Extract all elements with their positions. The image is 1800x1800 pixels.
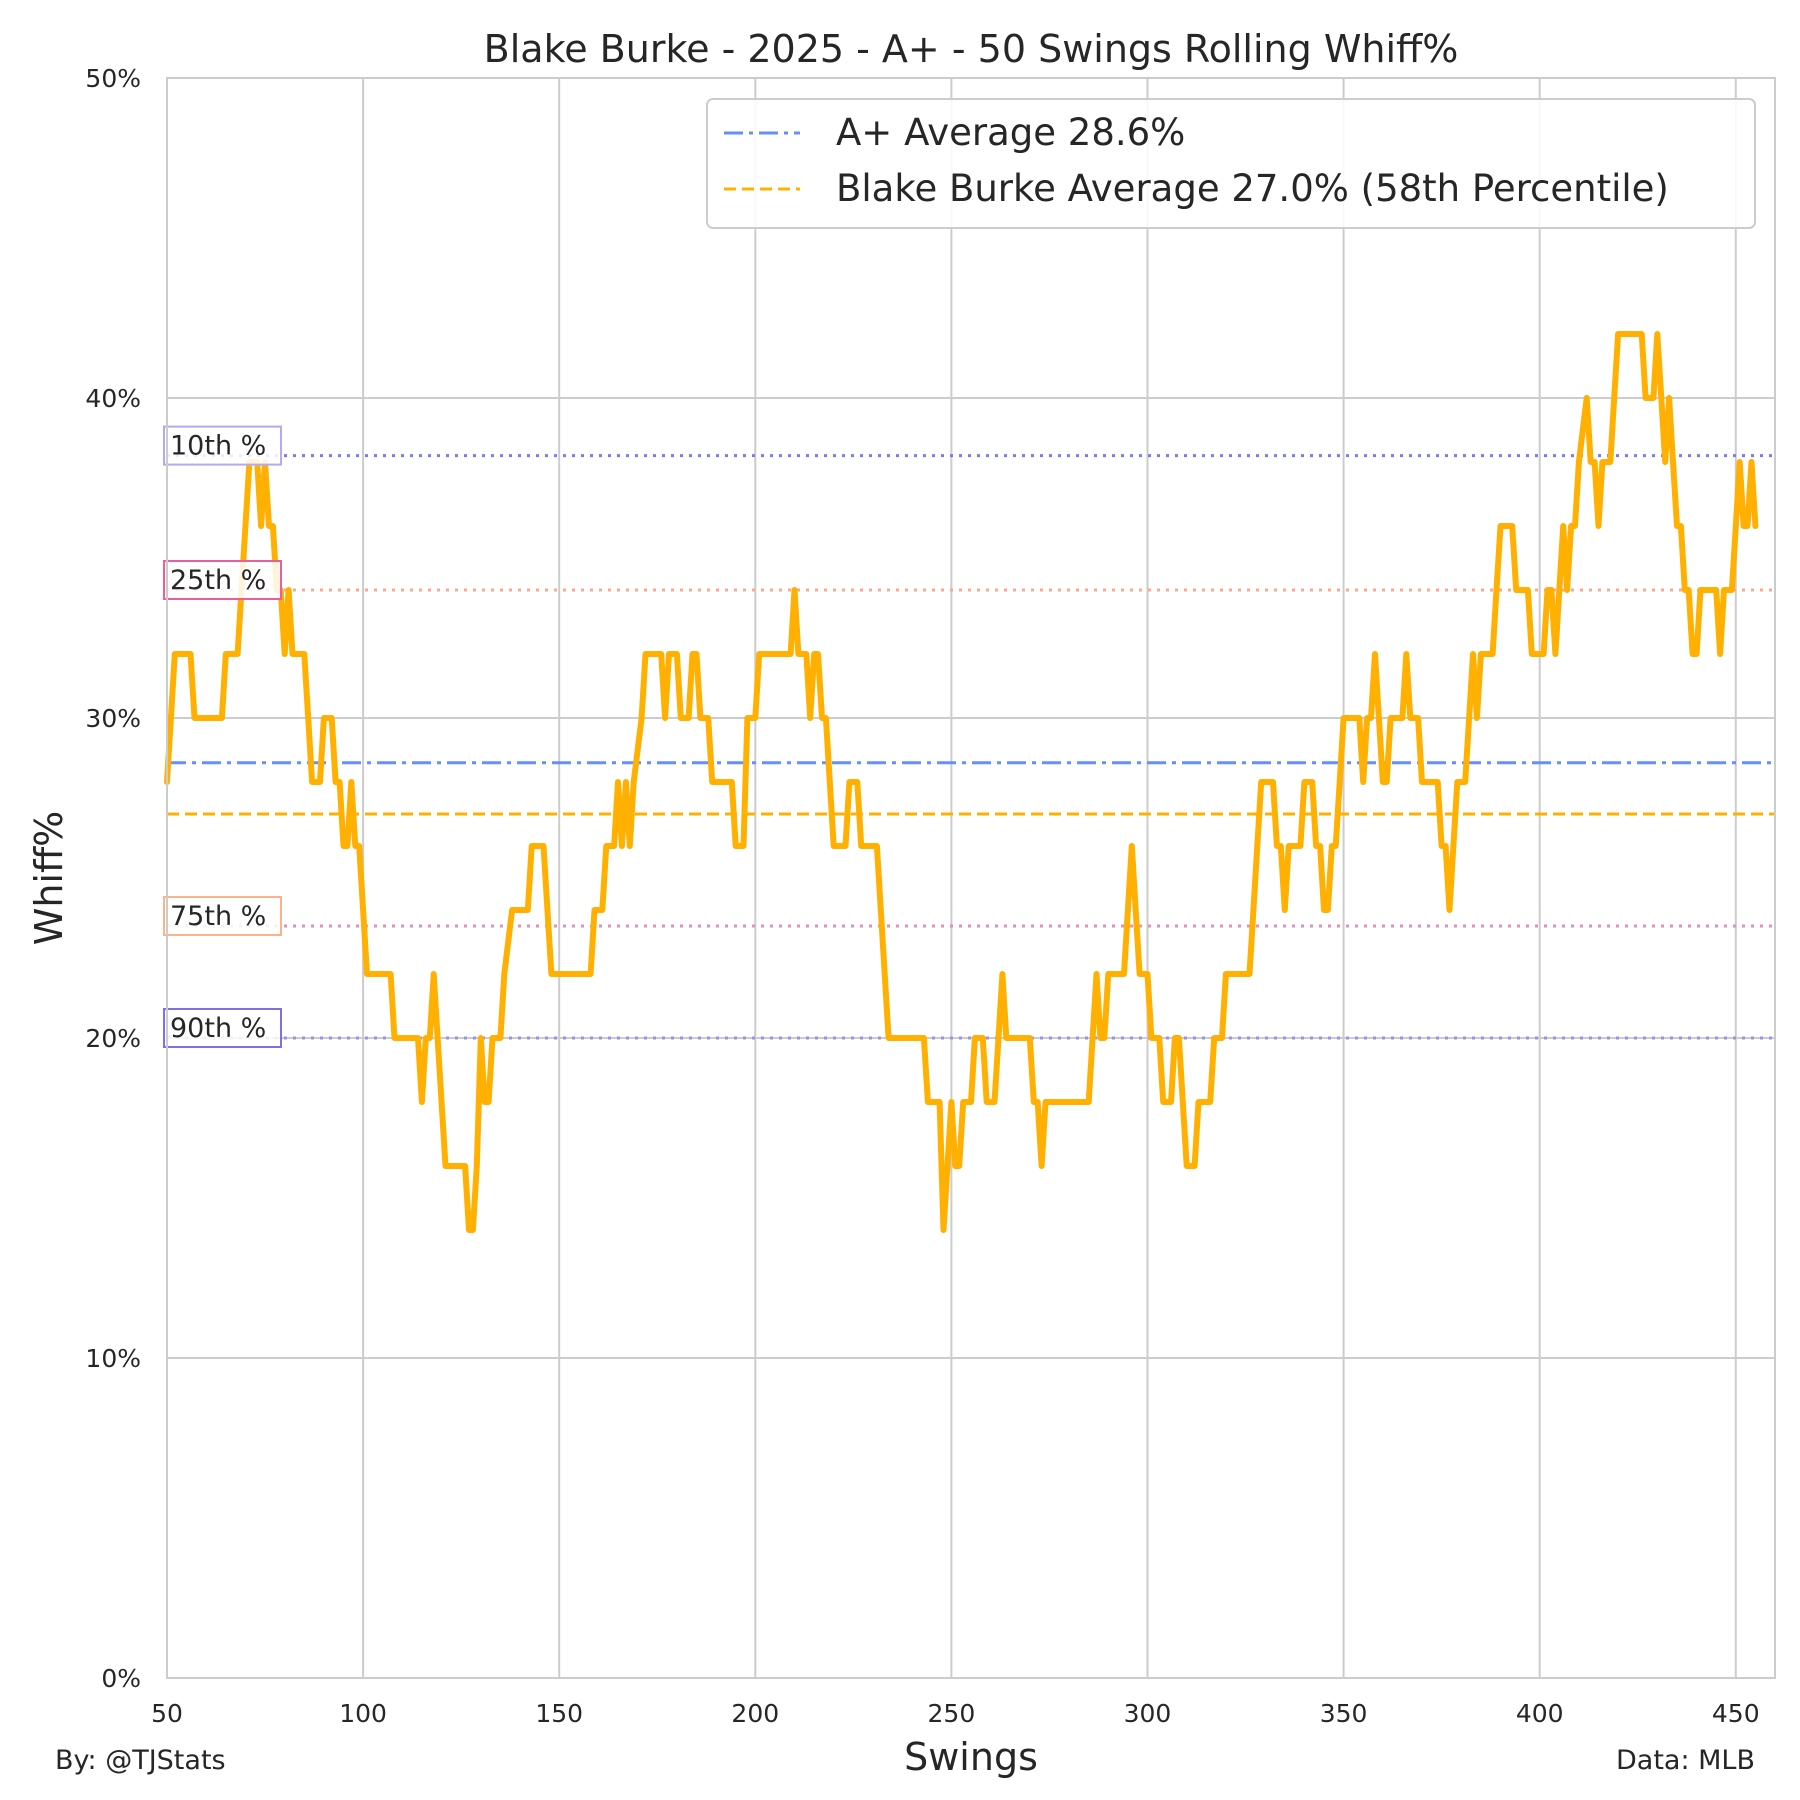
percentile-label-box (163, 560, 282, 600)
x-tick-label: 450 (1712, 1699, 1760, 1728)
x-tick-labels: 50 100 150 200 250 300 350 400 450 (151, 1699, 1760, 1728)
legend-box (706, 98, 1756, 229)
x-tick-label: 250 (928, 1699, 976, 1728)
x-tick-label: 200 (731, 1699, 779, 1728)
legend-label-player-avg: Blake Burke Average 27.0% (58th Percenti… (836, 167, 1669, 210)
percentile-label: 25th % (170, 565, 266, 596)
percentile-label-box (163, 1008, 282, 1048)
y-tick-label: 10% (85, 1344, 141, 1373)
series-layer (164, 331, 1759, 1233)
percentile-label-box (163, 896, 282, 936)
x-tick-label: 350 (1320, 1699, 1368, 1728)
reference-lines (167, 761, 1775, 816)
x-tick-label: 50 (151, 1699, 183, 1728)
x-tick-label: 100 (339, 1699, 387, 1728)
percentile-lines (167, 454, 1775, 1040)
x-tick-label: 300 (1124, 1699, 1172, 1728)
y-tick-labels: 0% 10% 20% 30% 40% 50% (85, 64, 141, 1693)
x-tick-label: 150 (535, 1699, 583, 1728)
percentile-label-box (163, 425, 282, 466)
x-axis-label: Swings (904, 1735, 1038, 1779)
percentile-label: 10th % (170, 431, 266, 462)
plot-frame (166, 77, 1776, 1679)
percentile-labels: 10th % 25th % 75th % 90th % (163, 425, 282, 1048)
legend-label-league-avg: A+ Average 28.6% (836, 111, 1185, 154)
y-tick-label: 40% (85, 384, 141, 413)
chart-title: Blake Burke - 2025 - A+ - 50 Swings Roll… (484, 27, 1459, 71)
x-tick-label: 400 (1516, 1699, 1564, 1728)
legend: A+ Average 28.6% Blake Burke Average 27.… (706, 98, 1756, 229)
rolling-whiff-line (164, 331, 1759, 1233)
y-tick-label: 30% (85, 704, 141, 733)
y-tick-label: 0% (101, 1664, 141, 1693)
percentile-label: 90th % (170, 1013, 266, 1044)
percentile-label: 75th % (170, 901, 266, 932)
y-axis-label: Whiff% (27, 811, 71, 946)
y-tick-label: 20% (85, 1024, 141, 1053)
plot-background (167, 78, 1775, 1678)
y-tick-label: 50% (85, 64, 141, 93)
data-source-text: Data: MLB (1615, 1745, 1755, 1776)
credit-text: By: @TJStats (55, 1745, 226, 1776)
